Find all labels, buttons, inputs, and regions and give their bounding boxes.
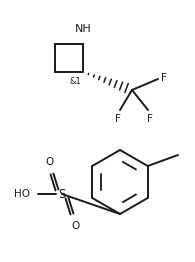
Text: O: O	[71, 221, 79, 231]
Text: NH: NH	[75, 24, 91, 34]
Text: O: O	[45, 157, 53, 167]
Text: F: F	[161, 73, 167, 83]
Text: HO: HO	[14, 189, 30, 199]
Text: &1: &1	[69, 77, 81, 86]
Text: F: F	[147, 114, 153, 124]
Text: F: F	[115, 114, 121, 124]
Text: S: S	[58, 188, 66, 200]
